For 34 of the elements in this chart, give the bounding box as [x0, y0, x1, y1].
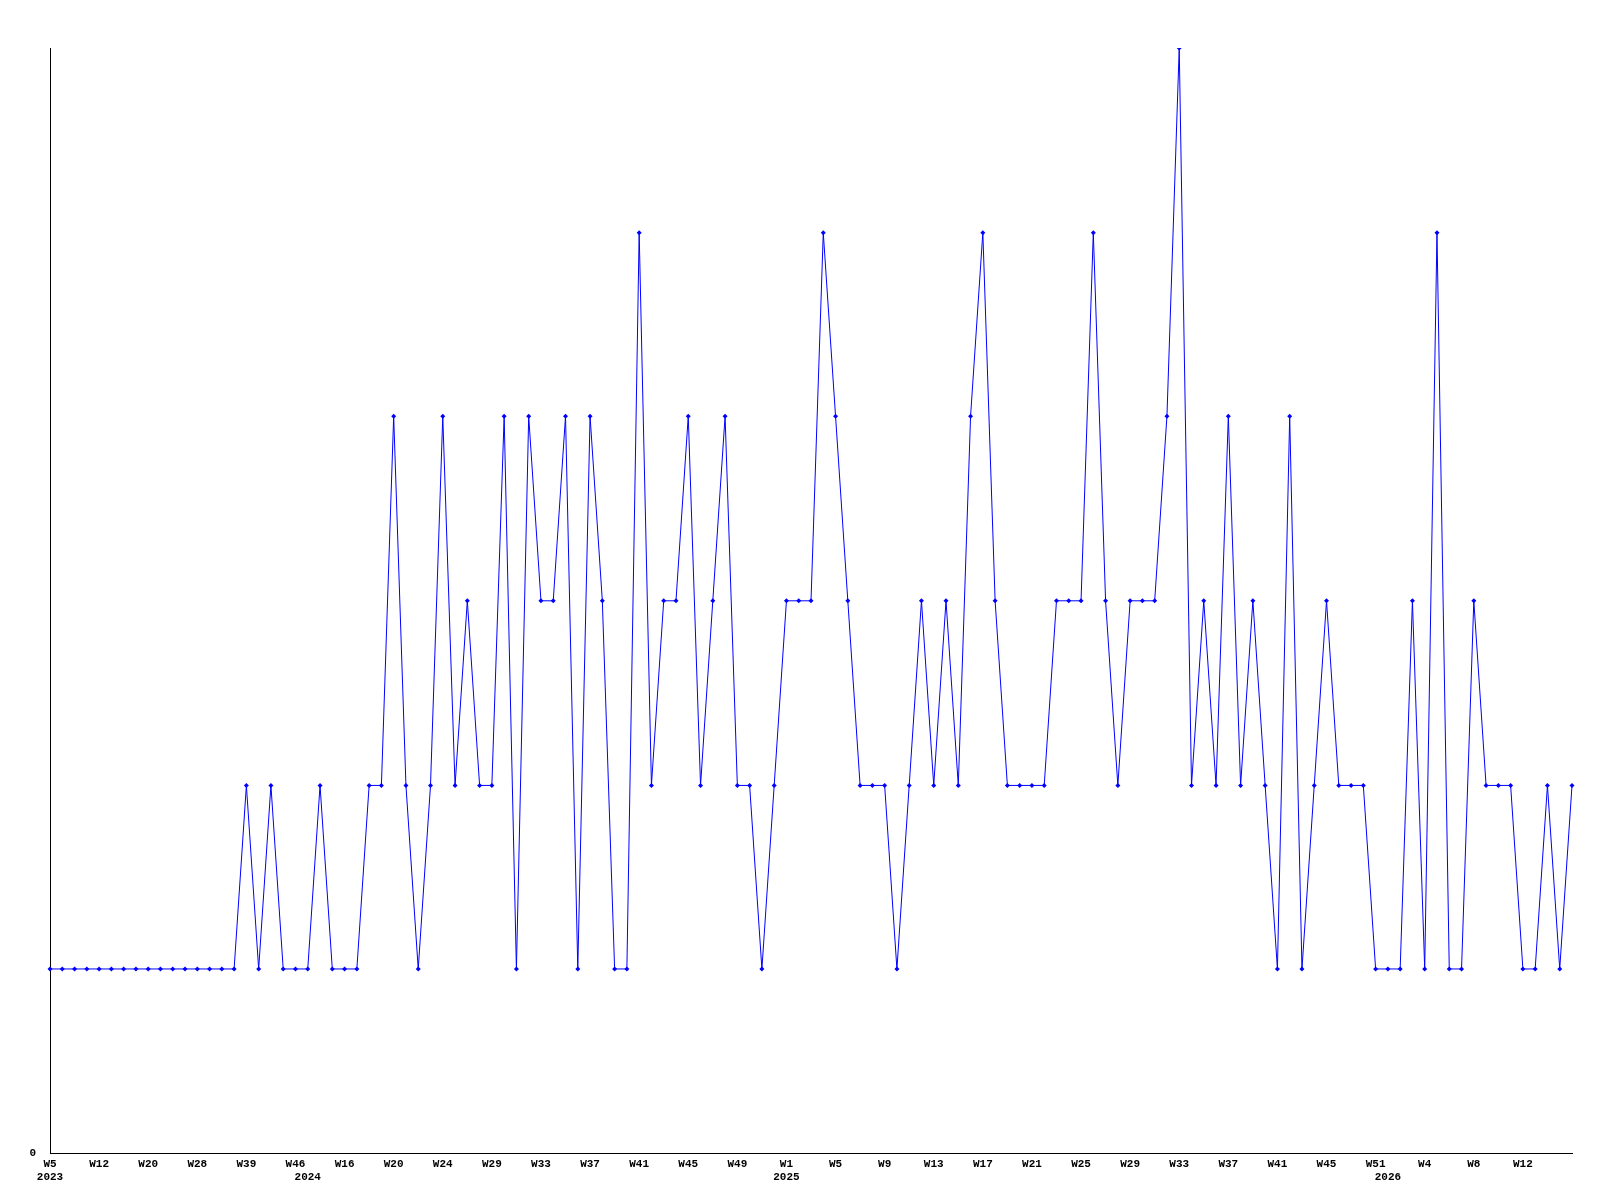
- x-tick-label: W49: [727, 1157, 748, 1170]
- x-tick-label: 2024: [294, 1171, 322, 1184]
- x-tick-label: W37: [1218, 1157, 1239, 1170]
- x-tick-label: W5 2023: [36, 1157, 64, 1184]
- x-tick-label: W5: [828, 1157, 843, 1170]
- x-tick-label: W29: [481, 1157, 502, 1170]
- x-tick-label: W25: [1071, 1157, 1092, 1170]
- x-tick-label: W24: [432, 1157, 454, 1170]
- x-tick-label: W39: [236, 1157, 257, 1170]
- x-tick-label: W1 2025: [773, 1157, 801, 1184]
- x-tick-label: W29: [1120, 1157, 1141, 1170]
- x-tick-label: 2026: [1374, 1171, 1402, 1184]
- x-tick-label: W45: [678, 1157, 699, 1170]
- x-tick-label: W4: [1418, 1157, 1432, 1170]
- x-tick-label: W45: [1316, 1157, 1337, 1170]
- x-tick-label: W20: [383, 1157, 404, 1170]
- x-tick-label: W33: [531, 1157, 552, 1170]
- x-tick-label: W16: [334, 1157, 355, 1170]
- x-tick-label: W46: [285, 1157, 306, 1170]
- x-tick-label: W8: [1467, 1157, 1481, 1170]
- x-tick-label: W28: [187, 1157, 208, 1170]
- x-tick-label: W12: [89, 1157, 109, 1170]
- x-tick-label: W20: [138, 1157, 159, 1170]
- text: 0: [29, 1147, 36, 1160]
- x-tick-label: W9: [878, 1157, 892, 1170]
- x-tick-label: W17: [972, 1157, 993, 1170]
- x-tick-label: W33: [1169, 1157, 1190, 1170]
- x-tick-label: W37: [580, 1157, 600, 1170]
- x-tick-label: W41: [1267, 1157, 1288, 1170]
- x-tick-label: W13: [923, 1157, 945, 1170]
- x-tick-label: W51: [1365, 1157, 1386, 1170]
- x-tick-label: W12: [1513, 1157, 1533, 1170]
- x-tick-label: W21: [1022, 1157, 1043, 1170]
- x-tick-label: W41: [629, 1157, 650, 1170]
